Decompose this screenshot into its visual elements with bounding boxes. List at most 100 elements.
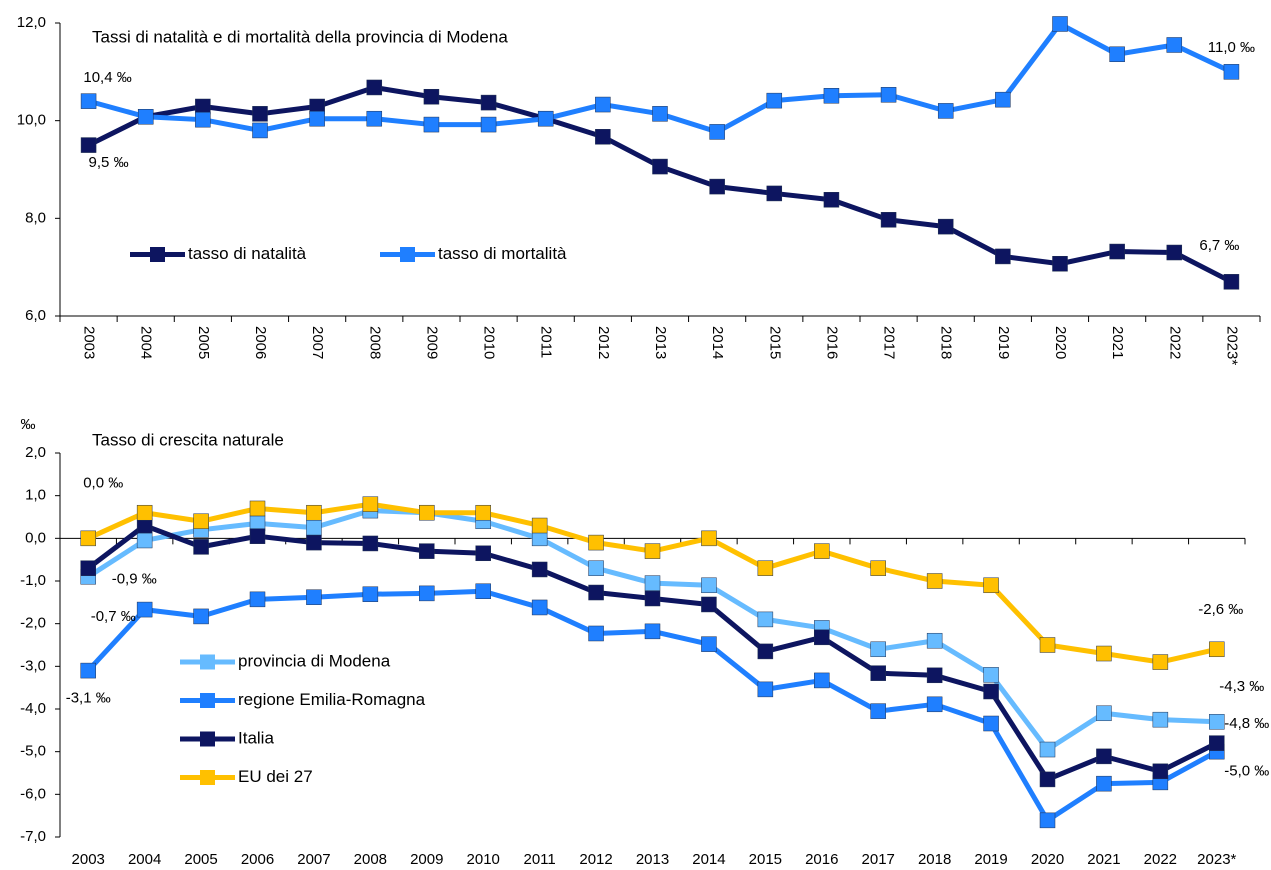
x-tick-label: 2019 bbox=[974, 851, 1007, 868]
marker bbox=[1109, 46, 1125, 63]
marker bbox=[306, 589, 322, 605]
value-label: -3,1 ‰ bbox=[66, 690, 111, 707]
marker bbox=[419, 585, 435, 602]
x-tick-label: 2019 bbox=[995, 326, 1012, 359]
marker bbox=[937, 103, 954, 119]
x-tick-label: 2015 bbox=[766, 326, 783, 359]
y-tick-label: 8,0 bbox=[25, 209, 46, 226]
y-tick-label: -2,0 bbox=[20, 615, 46, 632]
marker bbox=[80, 560, 96, 576]
marker bbox=[814, 672, 830, 689]
marker bbox=[80, 662, 96, 679]
marker bbox=[195, 111, 211, 128]
y-axis-label: ‰ bbox=[21, 416, 36, 433]
marker bbox=[926, 667, 943, 684]
x-tick-label: 2004 bbox=[138, 326, 155, 359]
x-tick-label: 2021 bbox=[1087, 851, 1120, 868]
marker bbox=[480, 94, 497, 111]
marker bbox=[475, 504, 491, 521]
marker bbox=[1039, 812, 1056, 829]
legend-marker bbox=[200, 731, 215, 747]
marker bbox=[757, 560, 774, 576]
marker bbox=[423, 88, 440, 105]
marker bbox=[475, 545, 491, 562]
marker bbox=[880, 212, 897, 228]
legend-marker bbox=[200, 654, 215, 670]
marker bbox=[1223, 64, 1240, 80]
marker bbox=[870, 560, 886, 576]
marker bbox=[1096, 748, 1112, 765]
y-tick-label: -6,0 bbox=[20, 785, 46, 802]
marker bbox=[195, 98, 211, 115]
marker bbox=[309, 110, 325, 127]
marker bbox=[1152, 654, 1169, 670]
marker bbox=[1109, 243, 1125, 260]
y-tick-label: 2,0 bbox=[25, 444, 46, 461]
marker bbox=[480, 116, 497, 133]
legend-marker bbox=[200, 693, 215, 708]
x-tick-label: 2014 bbox=[709, 326, 726, 359]
marker bbox=[701, 530, 717, 547]
x-tick-label: 2017 bbox=[881, 326, 898, 359]
marker bbox=[595, 129, 611, 145]
marker bbox=[870, 703, 886, 719]
x-tick-label: 2008 bbox=[354, 851, 387, 868]
y-tick-label: -5,0 bbox=[20, 743, 46, 760]
marker bbox=[423, 116, 440, 133]
x-tick-label: 2018 bbox=[918, 851, 951, 868]
legend-label: regione Emilia-Romagna bbox=[238, 690, 426, 709]
marker bbox=[823, 88, 840, 104]
x-tick-label: 2017 bbox=[862, 851, 895, 868]
value-label: 0,0 ‰ bbox=[83, 474, 123, 491]
x-tick-label: 2012 bbox=[579, 851, 612, 868]
x-tick-label: 2011 bbox=[538, 326, 555, 358]
marker bbox=[757, 643, 774, 660]
x-tick-label: 2011 bbox=[524, 851, 556, 868]
marker bbox=[595, 96, 611, 113]
marker bbox=[823, 192, 840, 208]
marker bbox=[1166, 244, 1183, 261]
x-tick-label: 2013 bbox=[652, 326, 669, 359]
marker bbox=[531, 599, 548, 616]
marker bbox=[926, 573, 943, 589]
marker bbox=[588, 584, 604, 601]
marker bbox=[362, 586, 379, 602]
value-label: -4,3 ‰ bbox=[1219, 678, 1264, 695]
marker bbox=[644, 543, 661, 559]
marker bbox=[1209, 735, 1225, 751]
x-tick-label: 2016 bbox=[805, 851, 838, 868]
x-tick-label: 2007 bbox=[309, 326, 326, 359]
marker bbox=[652, 158, 668, 175]
marker bbox=[1209, 714, 1225, 730]
value-label: -4,8 ‰ bbox=[1224, 715, 1269, 732]
y-tick-label: -1,0 bbox=[20, 572, 46, 589]
chart-title: Tassi di natalità e di mortalità della p… bbox=[92, 27, 508, 46]
marker bbox=[766, 92, 783, 109]
marker bbox=[136, 601, 153, 618]
legend-marker bbox=[200, 770, 215, 785]
chart-title: Tasso di crescita naturale bbox=[92, 430, 284, 449]
x-tick-label: 2018 bbox=[938, 326, 955, 359]
marker bbox=[983, 715, 999, 732]
marker bbox=[757, 611, 774, 628]
y-tick-label: 0,0 bbox=[25, 529, 46, 546]
marker bbox=[995, 91, 1011, 108]
marker bbox=[701, 596, 717, 613]
marker bbox=[983, 577, 999, 594]
marker bbox=[249, 500, 266, 517]
y-tick-label: -4,0 bbox=[20, 700, 46, 717]
x-tick-label: 2006 bbox=[252, 326, 269, 359]
marker bbox=[757, 681, 774, 698]
marker bbox=[1152, 711, 1169, 728]
value-label: 9,5 ‰ bbox=[89, 154, 129, 171]
x-tick-label: 2022 bbox=[1166, 326, 1183, 359]
marker bbox=[870, 641, 886, 658]
marker bbox=[136, 504, 153, 521]
marker bbox=[588, 625, 604, 642]
marker bbox=[80, 530, 96, 547]
marker bbox=[1039, 771, 1056, 788]
marker bbox=[419, 504, 435, 521]
marker bbox=[306, 519, 322, 536]
x-tick-label: 2009 bbox=[423, 326, 440, 359]
x-tick-label: 2005 bbox=[195, 326, 212, 359]
